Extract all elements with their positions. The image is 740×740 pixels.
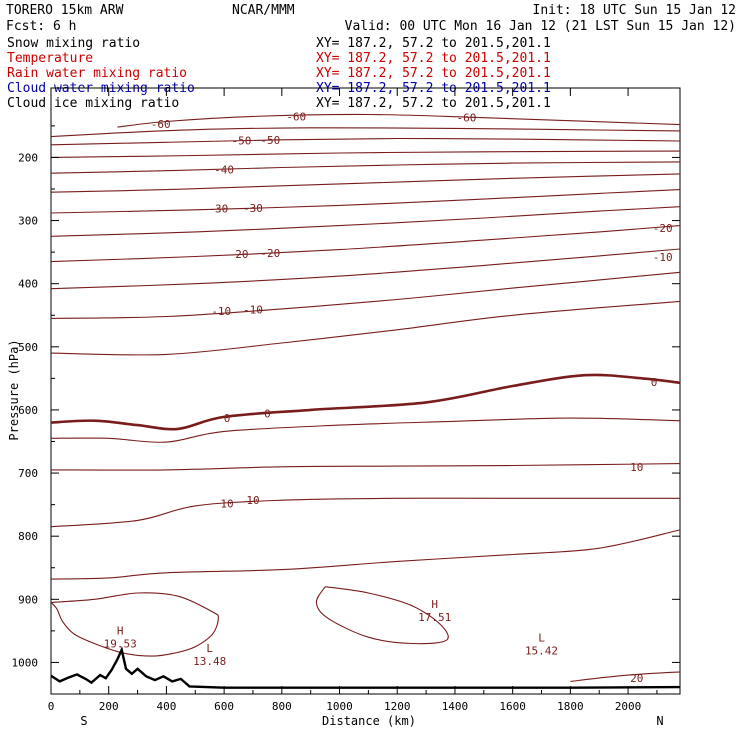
x-tick-label: 200 <box>99 700 119 713</box>
x-tick-label: 800 <box>272 700 292 713</box>
extremum-value: 15.42 <box>525 644 558 657</box>
contour-label: -10 <box>653 251 673 264</box>
contour-label: 10 <box>220 497 233 510</box>
y-tick-label: 500 <box>18 341 38 354</box>
isotherm-line <box>117 113 681 128</box>
contour-label: 10 <box>630 461 643 474</box>
center-label: NCAR/MMM <box>232 3 295 18</box>
isotherm-line <box>50 189 681 214</box>
x-tick-label: 2000 <box>615 700 642 713</box>
extremum-value: 19.53 <box>104 637 137 650</box>
y-tick-label: 900 <box>18 593 38 606</box>
contour-label: -60 <box>286 110 306 123</box>
valid-label: Valid: 00 UTC Mon 16 Jan 12 (21 LST Sun … <box>345 19 736 34</box>
contour-label: -20 <box>653 222 673 235</box>
contour-label: -10 <box>243 304 263 317</box>
x-tick-label: 1200 <box>384 700 411 713</box>
contour-label: -30 <box>208 203 228 216</box>
y-tick-label: 600 <box>18 404 38 417</box>
closed-isotherm <box>50 592 219 657</box>
legend-field-name: Cloud ice mixing ratio <box>7 96 179 111</box>
x-tick-label: 1800 <box>557 700 584 713</box>
contour-label: 0 <box>224 412 231 425</box>
isotherm-line <box>50 300 681 356</box>
isotherm-line <box>50 137 681 146</box>
y-tick-label: 200 <box>18 151 38 164</box>
contour-label: 0 <box>264 408 271 421</box>
contour-label: 20 <box>630 672 643 685</box>
isotherm-line <box>50 173 681 193</box>
contour-label: -60 <box>457 112 477 125</box>
isotherm-line <box>50 127 681 138</box>
isotherm-line <box>50 206 681 237</box>
y-tick-label: 800 <box>18 530 38 543</box>
extremum-value: 17.51 <box>418 611 451 624</box>
contour-label: -50 <box>260 134 280 147</box>
plot-frame <box>50 87 681 695</box>
header-block: TORERO 15km ARW NCAR/MMM Init: 18 UTC Su… <box>6 3 736 34</box>
legend-field-xy: XY= 187.2, 57.2 to 201.5,201.1 <box>316 51 551 66</box>
extremum-kind: H <box>431 598 438 611</box>
closed-isotherm <box>315 586 449 645</box>
isotherm-line <box>50 150 681 158</box>
contour-label: -20 <box>260 247 280 260</box>
contour-label: -20 <box>229 248 249 261</box>
isotherm-line <box>570 671 681 682</box>
y-axis-title: Pressure (hPa) <box>7 339 21 440</box>
contour-label: -50 <box>231 134 251 147</box>
legend-field-xy: XY= 187.2, 57.2 to 201.5,201.1 <box>316 66 551 81</box>
end-label-north: N <box>656 714 663 728</box>
y-tick-label: 700 <box>18 467 38 480</box>
contour-label: -60 <box>151 118 171 131</box>
isotherm-line <box>50 463 681 471</box>
x-tick-label: 400 <box>156 700 176 713</box>
legend-field-name: Rain water mixing ratio <box>7 66 187 81</box>
x-tick-label: 1000 <box>326 700 353 713</box>
x-axis-title: Distance (km) <box>322 714 416 728</box>
legend-field-name: Temperature <box>7 51 93 66</box>
isotherm-line <box>50 161 681 174</box>
contour-label: 10 <box>246 494 259 507</box>
isotherm-line <box>50 529 681 580</box>
contour-label: -40 <box>214 163 234 176</box>
isotherm-contours <box>50 113 681 682</box>
contour-label: -10 <box>211 305 231 318</box>
init-label: Init: 18 UTC Sun 15 Jan 12 <box>533 3 737 18</box>
extremum-kind: L <box>538 631 545 644</box>
x-tick-label: 1600 <box>499 700 526 713</box>
isotherm-line <box>50 225 681 263</box>
contour-label: -30 <box>243 202 263 215</box>
field-legend: Snow mixing ratio XY= 187.2, 57.2 to 201.… <box>7 36 551 111</box>
isotherm-line <box>50 271 681 319</box>
isotherm-line <box>50 417 681 443</box>
contour-label: 0 <box>651 376 658 389</box>
legend-field-xy: XY= 187.2, 57.2 to 201.5,201.1 <box>316 96 551 111</box>
x-tick-label: 1400 <box>442 700 469 713</box>
isotherm-line <box>50 497 680 528</box>
x-tick-label: 0 <box>48 700 55 713</box>
contour-labels: -60-60 -60-50 -50-40-30 -30-20-20 -20 -10-10-… <box>151 110 673 685</box>
terrain-profile <box>50 646 681 689</box>
isotherm-line <box>50 248 681 290</box>
isotherm-line <box>50 373 681 431</box>
y-tick-label: 1000 <box>12 656 39 669</box>
extremum-kind: L <box>206 642 213 655</box>
extremum-value: 13.48 <box>193 655 226 668</box>
extremum-kind: H <box>117 624 124 637</box>
y-tick-label: 400 <box>18 278 38 291</box>
legend-field-name: Snow mixing ratio <box>7 36 140 51</box>
fcst-label: Fcst: 6 h <box>6 19 76 34</box>
y-tick-label: 300 <box>18 215 38 228</box>
end-label-south: S <box>80 714 87 728</box>
model-label: TORERO 15km ARW <box>6 3 124 18</box>
legend-field-xy: XY= 187.2, 57.2 to 201.5,201.1 <box>316 36 551 51</box>
terrain-line <box>50 646 681 689</box>
axes: 0 200 400 600 800 1000 1200 1400 1600 1800 2000200… <box>12 88 680 713</box>
x-tick-label: 600 <box>214 700 234 713</box>
